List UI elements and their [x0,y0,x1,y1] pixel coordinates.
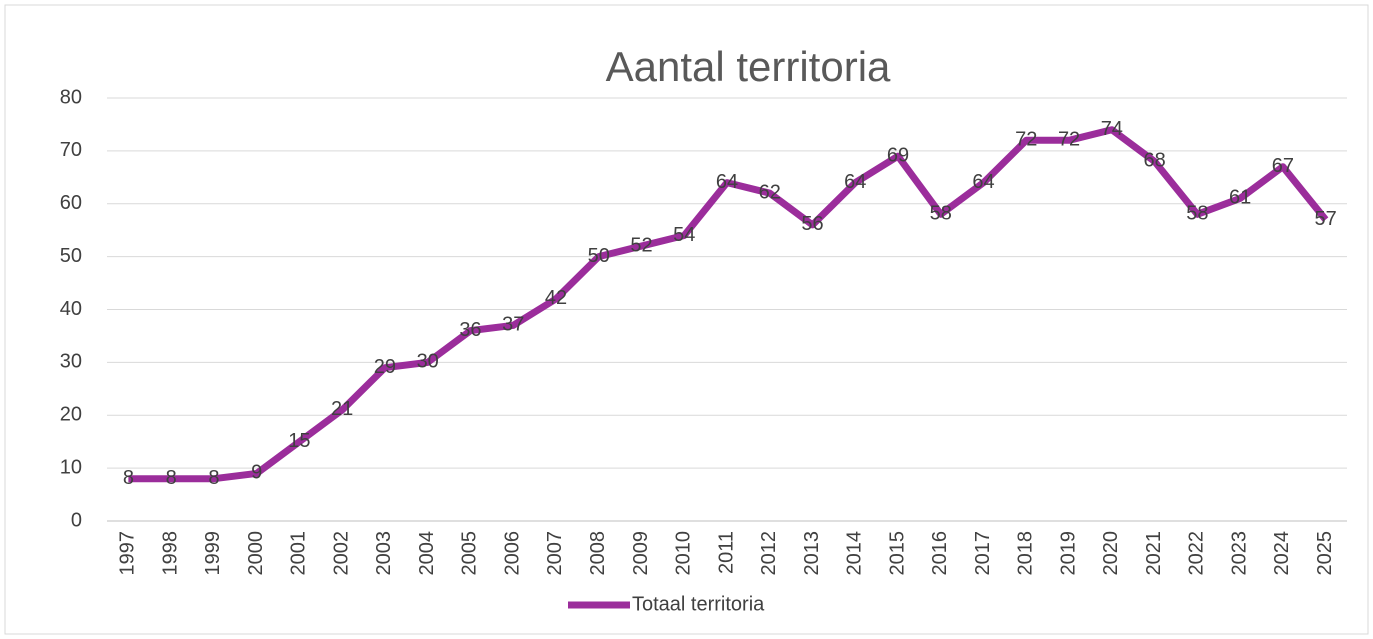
data-label: 8 [208,467,219,489]
data-label: 72 [1058,129,1080,151]
x-tick-label: 2019 [1057,531,1079,576]
y-tick-label: 10 [60,456,82,478]
x-tick-label: 2018 [1015,531,1037,576]
data-label: 58 [930,203,952,225]
x-tick-label: 1999 [202,531,224,576]
data-label: 64 [844,171,866,193]
x-tick-label: 2013 [801,531,823,576]
x-tick-label: 2011 [715,531,737,574]
data-label: 64 [716,171,738,193]
x-tick-label: 2000 [245,531,267,576]
data-label: 30 [417,351,439,373]
chart-frame [4,4,1369,635]
data-label: 69 [887,144,909,166]
x-tick-label: 1997 [117,531,139,576]
chart-title: Aantal territoria [606,43,891,90]
y-tick-label: 60 [60,192,82,214]
x-tick-label: 2023 [1228,531,1250,576]
data-label: 15 [288,430,310,452]
x-tick-label: 2020 [1100,531,1122,576]
data-label: 72 [1015,129,1037,151]
series-line [128,126,1329,483]
x-tick-label: 2010 [673,531,695,576]
x-tick-label: 2007 [544,531,566,576]
data-label: 29 [374,356,396,378]
data-label: 74 [1101,118,1123,140]
x-tick-label: 2017 [972,531,994,576]
data-label: 42 [545,287,567,309]
y-tick-label: 0 [71,509,82,531]
data-label: 8 [166,467,177,489]
y-tick-label: 40 [60,298,82,320]
data-label: 54 [673,224,695,246]
x-tick-label: 2022 [1186,531,1208,576]
data-label: 67 [1272,155,1294,177]
data-label: 52 [630,234,652,256]
x-tick-label: 2015 [886,531,908,576]
data-label: 9 [251,462,262,484]
x-tick-label: 2016 [929,531,951,576]
x-tick-label: 2008 [587,531,609,576]
x-tick-label: 2009 [630,531,652,576]
x-tick-label: 2006 [501,531,523,576]
x-tick-label: 2004 [416,531,438,576]
y-tick-label: 70 [60,139,82,161]
data-label: 68 [1143,150,1165,172]
x-tick-label: 2021 [1143,531,1165,576]
data-label: 56 [801,213,823,235]
data-label: 37 [502,314,524,336]
x-tick-label: 1998 [159,531,181,576]
y-tick-label: 30 [60,351,82,373]
legend-label: Totaal territoria [632,593,765,615]
data-label: 36 [459,319,481,341]
data-label: 50 [588,245,610,267]
data-label: 21 [331,398,353,420]
data-label: 62 [759,181,781,203]
x-tick-label: 2025 [1314,531,1336,576]
data-label: 8 [123,467,134,489]
x-tick-label: 2012 [758,531,780,576]
x-tick-label: 2001 [288,531,310,576]
x-tick-label: 2005 [459,531,481,576]
x-tick-label: 2003 [373,531,395,576]
data-label: 61 [1229,187,1251,209]
data-label: 57 [1314,208,1336,230]
y-tick-label: 50 [60,245,82,267]
x-tick-label: 2024 [1271,531,1293,576]
x-tick-label: 2002 [330,531,352,576]
data-label: 58 [1186,203,1208,225]
x-tick-label: 2014 [844,531,866,576]
y-tick-label: 80 [60,86,82,108]
y-tick-label: 20 [60,404,82,426]
data-label: 64 [972,171,994,193]
